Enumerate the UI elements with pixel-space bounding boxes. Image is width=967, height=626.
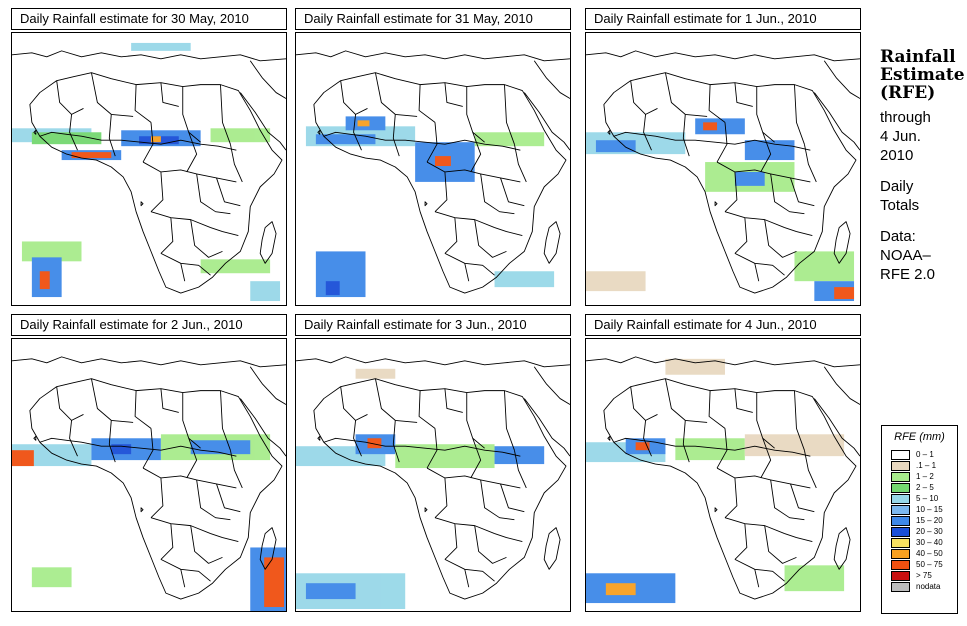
panel-title: Daily Rainfall estimate for 4 Jun., 2010: [585, 314, 861, 336]
legend-item: 15 – 20: [891, 515, 957, 526]
legend-label: 15 – 20: [916, 515, 943, 525]
legend-swatch: [891, 449, 910, 460]
rainfall-map: [295, 338, 571, 612]
legend-item: nodata: [891, 581, 957, 592]
legend-label: 10 – 15: [916, 504, 943, 514]
rainfall-panel-4-jun: Daily Rainfall estimate for 4 Jun., 2010: [585, 314, 861, 612]
sidebar-through: through 4 Jun. 2010: [880, 108, 965, 165]
title-line: Rainfall: [880, 47, 956, 67]
legend-label: .1 – 1: [916, 460, 937, 470]
panel-title: Daily Rainfall estimate for 3 Jun., 2010: [295, 314, 571, 336]
title-line: Estimate: [880, 65, 965, 85]
legend-swatch: [891, 493, 910, 504]
legend-item: 30 – 40: [891, 537, 957, 548]
legend-item: 40 – 50: [891, 548, 957, 559]
legend-item: 2 – 5: [891, 482, 957, 493]
legend-label: 20 – 30: [916, 526, 943, 536]
legend-swatch: [891, 504, 910, 515]
rainfall-map: [11, 32, 287, 306]
rainfall-blobs: [305, 116, 555, 298]
rainfall-panel-1-jun: Daily Rainfall estimate for 1 Jun., 2010: [585, 8, 861, 306]
legend-label: 0 – 1: [916, 449, 934, 459]
sidebar: Rainfall Estimate (RFE) through 4 Jun. 2…: [880, 48, 965, 284]
legend-swatch: [891, 559, 910, 570]
rainfall-map: [11, 338, 287, 612]
totals-line: Daily: [880, 178, 914, 195]
rainfall-panel-2-jun: Daily Rainfall estimate for 2 Jun., 2010: [11, 314, 287, 612]
rainfall-blobs: [12, 42, 281, 302]
legend-item: 5 – 10: [891, 493, 957, 504]
legend-swatch: [891, 537, 910, 548]
legend-swatch: [891, 482, 910, 493]
legend-label: > 75: [916, 570, 932, 580]
legend-swatch: [891, 515, 910, 526]
through-label: through: [880, 109, 931, 126]
rainfall-map: [585, 338, 861, 612]
legend-item: 0 – 1: [891, 449, 957, 460]
rainfall-blobs: [586, 118, 855, 302]
legend-item: 50 – 75: [891, 559, 957, 570]
legend-label: 5 – 10: [916, 493, 939, 503]
rainfall-blobs: [586, 358, 845, 604]
title-line: (RFE): [880, 83, 936, 103]
legend-item: .1 – 1: [891, 460, 957, 471]
legend-item: 10 – 15: [891, 504, 957, 515]
legend-label: 2 – 5: [916, 482, 934, 492]
rainfall-blobs: [296, 368, 545, 610]
legend-item: 1 – 2: [891, 471, 957, 482]
sidebar-source: Data: NOAA– RFE 2.0: [880, 227, 965, 284]
panel-title: Daily Rainfall estimate for 2 Jun., 2010: [11, 314, 287, 336]
rainfall-map: [585, 32, 861, 306]
legend-label: 1 – 2: [916, 471, 934, 481]
panel-title: Daily Rainfall estimate for 1 Jun., 2010: [585, 8, 861, 30]
legend-label: 50 – 75: [916, 559, 943, 569]
totals-line: Totals: [880, 197, 920, 214]
legend-title: RFE (mm): [894, 431, 945, 443]
legend-swatch: [891, 471, 910, 482]
legend-label: 30 – 40: [916, 537, 943, 547]
panel-title: Daily Rainfall estimate for 31 May, 2010: [295, 8, 571, 30]
legend-item: > 75: [891, 570, 957, 581]
legend-swatch: [891, 570, 910, 581]
rainfall-map: [295, 32, 571, 306]
rainfall-panel-30-may: Daily Rainfall estimate for 30 May, 2010: [11, 8, 287, 306]
legend-swatch: [891, 581, 910, 592]
panel-title: Daily Rainfall estimate for 30 May, 2010: [11, 8, 287, 30]
rainfall-blobs: [12, 434, 286, 611]
legend-label: 40 – 50: [916, 548, 943, 558]
legend-swatch: [891, 526, 910, 537]
rainfall-panel-3-jun: Daily Rainfall estimate for 3 Jun., 2010: [295, 314, 571, 612]
sidebar-totals: Daily Totals: [880, 177, 965, 215]
legend-swatch: [891, 460, 910, 471]
date-line: 2010: [880, 147, 914, 164]
legend-item: 20 – 30: [891, 526, 957, 537]
data-label: Data:: [880, 228, 916, 245]
date-line: 4 Jun.: [880, 128, 921, 145]
sidebar-title: Rainfall Estimate (RFE): [880, 48, 965, 102]
rainfall-panel-31-may: Daily Rainfall estimate for 31 May, 2010: [295, 8, 571, 306]
legend-swatch: [891, 548, 910, 559]
source-line: RFE 2.0: [880, 266, 936, 283]
legend-label: nodata: [916, 581, 941, 591]
source-line: NOAA–: [880, 247, 931, 264]
